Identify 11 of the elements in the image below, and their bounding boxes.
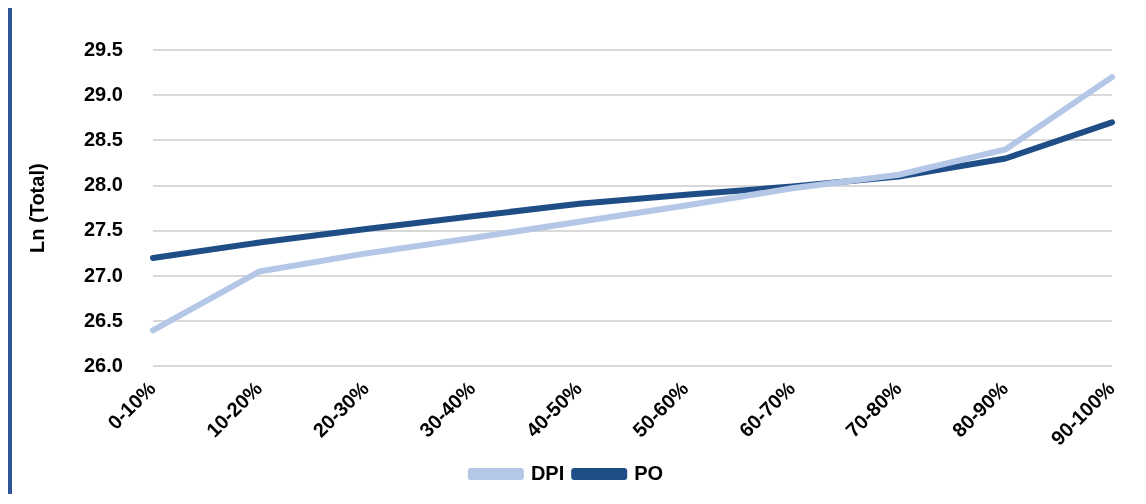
legend-label: DPI	[530, 461, 565, 484]
legend-label: PO	[634, 461, 664, 484]
y-axis-title: Ln (Total)	[25, 163, 48, 254]
y-tick-label: 29.5	[83, 37, 123, 60]
y-tick-label: 26.0	[83, 353, 123, 376]
y-tick-label: 28.5	[83, 127, 123, 150]
y-tick-label: 28.0	[83, 173, 123, 196]
y-tick-label: 27.0	[83, 263, 123, 286]
y-tick-label: 27.5	[83, 218, 123, 241]
y-tick-label: 29.0	[83, 82, 123, 105]
y-tick-label: 26.5	[83, 308, 123, 331]
